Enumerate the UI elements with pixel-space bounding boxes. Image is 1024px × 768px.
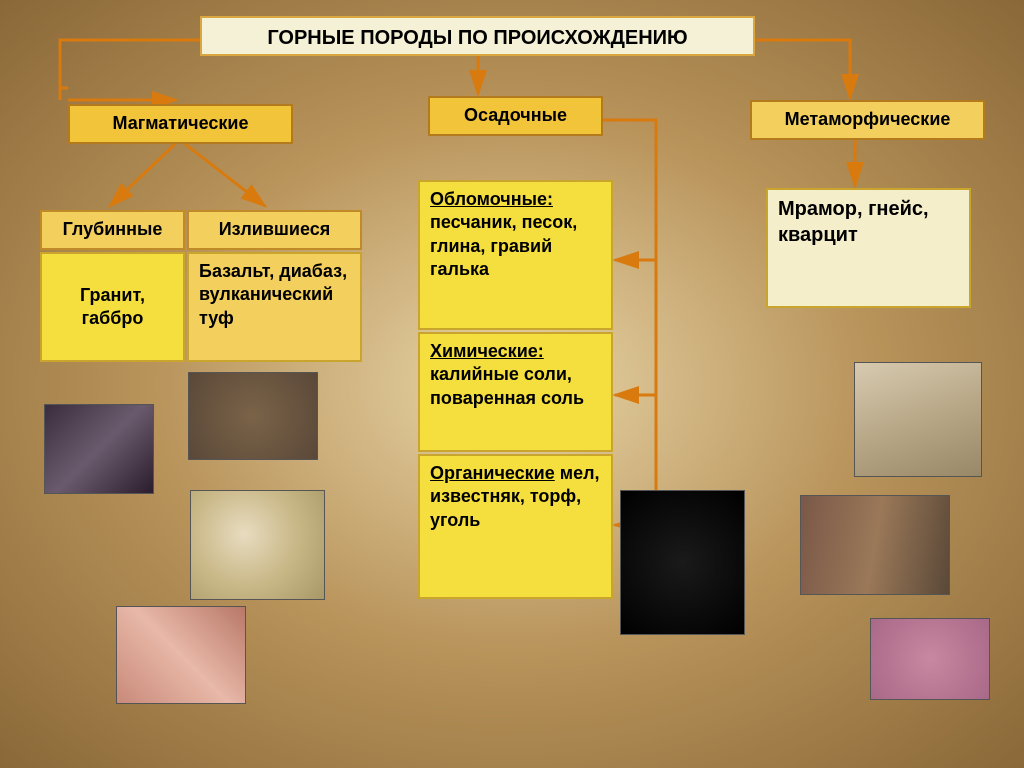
category-sedimentary: Осадочные [428, 96, 603, 136]
sub-clastic: Обломочные: песчаник, песок, глина, грав… [418, 180, 613, 330]
sub-organic: Органические мел, известняк, торф, уголь [418, 454, 613, 599]
rock-image-2 [188, 372, 318, 460]
rock-image-7 [800, 495, 950, 595]
examples-effusive: Базальт, диабаз, вулканический туф [187, 252, 362, 362]
rock-image-8 [870, 618, 990, 700]
rock-image-6 [854, 362, 982, 477]
title-box: ГОРНЫЕ ПОРОДЫ ПО ПРОИСХОЖДЕНИЮ [200, 16, 755, 56]
examples-metamorphic: Мрамор, гнейс, кварцит [766, 188, 971, 308]
examples-deep: Гранит, габбро [40, 252, 185, 362]
sub-chemical: Химические: калийные соли, поваренная со… [418, 332, 613, 452]
sub-deep: Глубинные [40, 210, 185, 250]
sub-effusive: Излившиеся [187, 210, 362, 250]
rock-image-5 [620, 490, 745, 635]
rock-image-4 [116, 606, 246, 704]
rock-image-3 [190, 490, 325, 600]
rock-image-1 [44, 404, 154, 494]
category-magmatic: Магматические [68, 104, 293, 144]
category-metamorphic: Метаморфические [750, 100, 985, 140]
